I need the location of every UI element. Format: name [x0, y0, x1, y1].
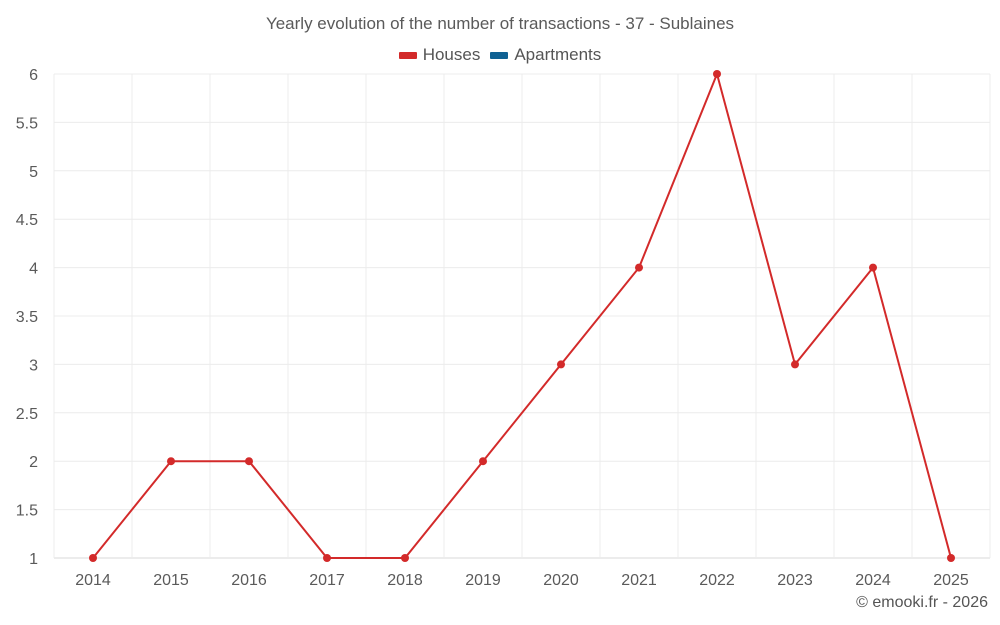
data-point [713, 70, 721, 78]
legend-label-apartments: Apartments [514, 45, 602, 64]
x-tick-label: 2023 [777, 572, 813, 589]
y-tick-label: 6 [29, 67, 38, 84]
data-point [89, 554, 97, 562]
x-tick-label: 2020 [543, 572, 579, 589]
legend-swatch-houses [398, 51, 417, 59]
data-point [947, 554, 955, 562]
y-tick-label: 4 [29, 261, 38, 278]
data-point [635, 263, 643, 272]
x-tick-label: 2015 [153, 572, 189, 589]
data-point [791, 360, 799, 369]
x-tick-label: 2021 [621, 572, 657, 589]
x-tick-label: 2014 [75, 572, 111, 589]
legend-label-houses: Houses [422, 45, 481, 64]
y-tick-label: 5.5 [16, 115, 38, 132]
data-point [401, 554, 409, 562]
y-tick-label: 4.5 [16, 212, 38, 229]
y-tick-label: 1.5 [16, 503, 38, 520]
y-tick-label: 5 [29, 164, 38, 181]
data-point [323, 554, 331, 562]
data-point [869, 263, 877, 272]
data-point [167, 457, 175, 466]
x-tick-label: 2024 [855, 572, 891, 589]
y-tick-label: 2 [29, 454, 38, 471]
y-tick-label: 1 [29, 551, 38, 568]
credit-text: © emooki.fr - 2026 [856, 594, 988, 611]
data-point [479, 457, 487, 466]
series-line-houses [92, 73, 952, 559]
x-tick-label: 2025 [933, 572, 969, 589]
data-point [557, 360, 565, 369]
x-tick-label: 2018 [387, 572, 423, 589]
legend-item-apartments[interactable]: Apartments [490, 45, 601, 65]
y-tick-label: 3.5 [16, 309, 38, 326]
x-tick-label: 2016 [231, 572, 267, 589]
data-point [245, 457, 253, 466]
x-tick-label: 2019 [465, 572, 501, 589]
y-tick-label: 3 [29, 357, 38, 374]
chart-title: Yearly evolution of the number of transa… [265, 14, 735, 33]
legend-swatch-apartments [490, 51, 509, 59]
y-tick-label: 2.5 [16, 406, 38, 423]
x-tick-label: 2017 [309, 572, 345, 589]
legend-item-houses[interactable]: Houses [398, 45, 481, 65]
x-tick-label: 2022 [699, 572, 735, 589]
legend: Houses Apartments [0, 45, 1000, 65]
